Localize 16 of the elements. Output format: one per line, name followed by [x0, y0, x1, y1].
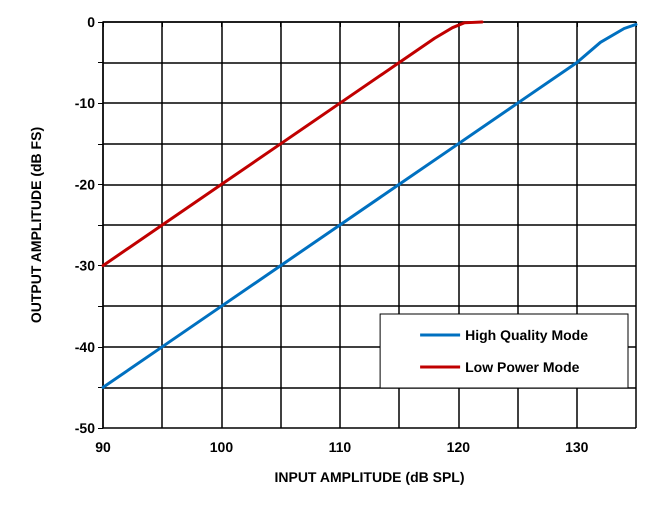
y-tick-label: -20: [74, 176, 96, 192]
y-tick-label: -30: [74, 258, 96, 274]
x-axis-title: INPUT AMPLITUDE (dB SPL): [274, 469, 465, 485]
line-series: [102, 20, 484, 268]
legend-label: Low Power Mode: [465, 359, 580, 375]
x-tick-label: 90: [95, 439, 111, 455]
x-tick-label: 130: [565, 439, 589, 455]
y-tick-label: 0: [87, 14, 96, 30]
y-tick-label: -10: [74, 95, 96, 112]
y-tick-label: -40: [74, 338, 96, 355]
x-tick-label: 100: [210, 439, 234, 455]
x-tick-label: 120: [446, 439, 470, 455]
x-tick-label: 110: [328, 439, 352, 455]
y-tick-label: -50: [74, 420, 96, 436]
legend-label: High Quality Mode: [465, 327, 588, 343]
y-axis-title: OUTPUT AMPLITUDE (dB FS): [28, 126, 44, 324]
